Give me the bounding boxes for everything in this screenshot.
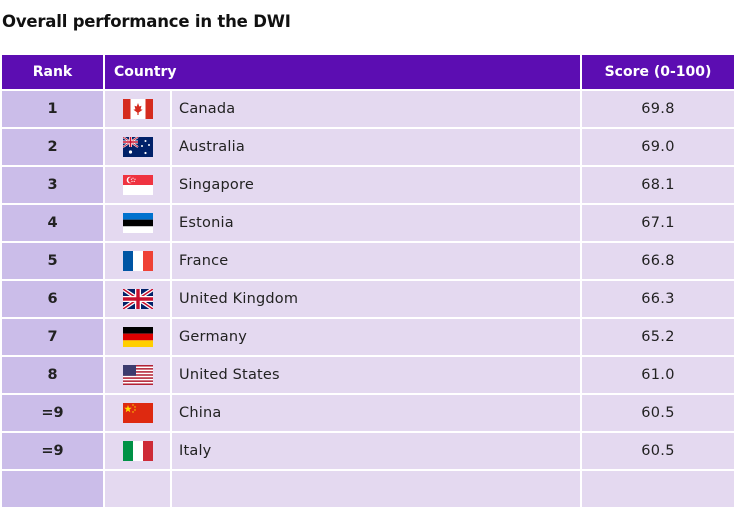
- table-row: 8 United States 6: [2, 355, 734, 394]
- rank-cell: 5: [2, 241, 105, 280]
- country-name: Estonia: [171, 203, 582, 242]
- country-name: United States: [171, 355, 582, 394]
- table-row: 6 United Kingdom 66.3: [2, 279, 734, 318]
- score-cell: 67.1: [581, 203, 734, 242]
- estonia-flag-icon: [122, 213, 153, 233]
- flag-cell: [104, 165, 172, 204]
- table-row: 1 Canada 69.8: [2, 89, 734, 128]
- country-name: China: [171, 393, 582, 432]
- germany-flag-icon: [122, 327, 153, 347]
- rank-cell: 2: [2, 127, 105, 166]
- rank-cell: 8: [2, 355, 105, 394]
- table-header-row: Rank Country Score (0-100): [2, 55, 734, 90]
- table-row: =9 Italy 60.5: [2, 431, 734, 470]
- country-name: Australia: [171, 127, 582, 166]
- country-name: [171, 469, 582, 507]
- country-name: Italy: [171, 431, 582, 470]
- country-name: Singapore: [171, 165, 582, 204]
- flag-cell: [104, 317, 172, 356]
- australia-flag-icon: [122, 137, 153, 157]
- china-flag-icon: [122, 403, 153, 423]
- flag-cell: [104, 469, 172, 507]
- score-cell: [581, 469, 734, 507]
- flag-cell: [104, 203, 172, 242]
- united-states-flag-icon: [122, 365, 153, 385]
- flag-cell: [104, 431, 172, 470]
- italy-flag-icon: [122, 441, 153, 461]
- rank-cell: 4: [2, 203, 105, 242]
- rankings-table: Rank Country Score (0-100) 1 Canada 69.8: [2, 55, 734, 507]
- table-row: 4 Estonia 67.1: [2, 203, 734, 242]
- score-cell: 66.8: [581, 241, 734, 280]
- score-cell: 65.2: [581, 317, 734, 356]
- rank-cell: 6: [2, 279, 105, 318]
- table-row: 2: [2, 127, 734, 166]
- canada-flag-icon: [122, 99, 153, 119]
- rank-cell: =9: [2, 431, 105, 470]
- united-kingdom-flag-icon: [122, 289, 153, 309]
- table-row: 5 France 66.8: [2, 241, 734, 280]
- score-header: Score (0-100): [581, 55, 734, 90]
- score-cell: 61.0: [581, 355, 734, 394]
- score-cell: 69.0: [581, 127, 734, 166]
- table-row: 7 Germany 65.2: [2, 317, 734, 356]
- country-name: Germany: [171, 317, 582, 356]
- rank-cell: 1: [2, 89, 105, 128]
- flag-cell: [104, 127, 172, 166]
- score-cell: 60.5: [581, 431, 734, 470]
- flag-cell: [104, 241, 172, 280]
- flag-cell: [104, 279, 172, 318]
- table-row: 3 Singapore 68.1: [2, 165, 734, 204]
- flag-cell: [104, 89, 172, 128]
- country-header: Country: [104, 55, 582, 90]
- flag-cell: [104, 393, 172, 432]
- singapore-flag-icon: [122, 175, 153, 195]
- page-title: Overall performance in the DWI: [2, 12, 291, 31]
- rank-cell: [2, 469, 105, 507]
- score-cell: 68.1: [581, 165, 734, 204]
- table-row: =9 China 60.5: [2, 393, 734, 432]
- rank-cell: =9: [2, 393, 105, 432]
- score-cell: 66.3: [581, 279, 734, 318]
- score-cell: 60.5: [581, 393, 734, 432]
- table-row: [2, 469, 734, 507]
- rank-cell: 3: [2, 165, 105, 204]
- rank-header: Rank: [2, 55, 105, 90]
- country-name: United Kingdom: [171, 279, 582, 318]
- country-name: Canada: [171, 89, 582, 128]
- france-flag-icon: [122, 251, 153, 271]
- flag-cell: [104, 355, 172, 394]
- country-name: France: [171, 241, 582, 280]
- rank-cell: 7: [2, 317, 105, 356]
- score-cell: 69.8: [581, 89, 734, 128]
